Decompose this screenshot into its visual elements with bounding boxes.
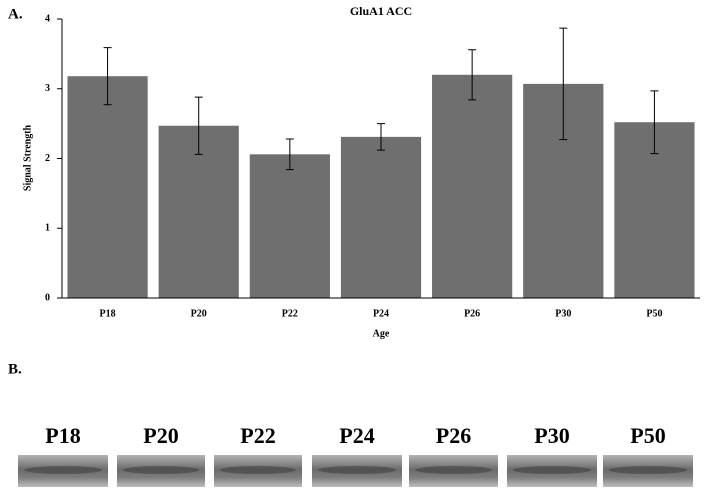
blot-band (415, 466, 492, 474)
y-tick-label: 1 (45, 223, 50, 234)
lane-label: P26 (436, 423, 471, 448)
lane-label: P22 (240, 423, 275, 448)
x-tick-label: P26 (464, 308, 480, 319)
error-bar (377, 123, 385, 151)
blot-band (220, 466, 296, 474)
bar (67, 76, 148, 298)
x-axis-label: Age (373, 328, 390, 339)
x-tick-label: P30 (555, 308, 571, 319)
y-tick-label: 2 (45, 153, 50, 164)
y-tick-label: 0 (45, 292, 50, 303)
error-bar (103, 47, 112, 106)
y-tick-label: 3 (45, 83, 50, 94)
blot-band (24, 466, 102, 474)
blot-band (318, 466, 396, 474)
lane-label: P50 (630, 423, 665, 448)
blot-band (123, 466, 199, 474)
panel-label: A. (8, 6, 23, 22)
chart-title: GluA1 ACC (350, 4, 412, 18)
y-axis-label: Signal Strength (22, 124, 33, 191)
bar (340, 136, 422, 298)
error-bar (650, 90, 659, 155)
lane-label: P24 (339, 423, 374, 448)
lane-label: P30 (534, 423, 569, 448)
y-tick-label: 4 (45, 13, 50, 24)
x-tick-label: P50 (646, 308, 662, 319)
error-bar (285, 138, 294, 171)
blot-band (609, 466, 687, 474)
x-tick-label: P22 (282, 308, 298, 319)
error-bar (559, 27, 568, 141)
x-tick-label: P24 (373, 308, 389, 319)
panel-label: B. (8, 361, 22, 377)
error-bar (194, 96, 203, 155)
lane-label: P18 (45, 423, 80, 448)
bar (249, 154, 330, 298)
error-bar (468, 49, 477, 101)
x-tick-label: P18 (100, 308, 116, 319)
lane-label: P20 (143, 423, 178, 448)
x-tick-label: P20 (191, 308, 207, 319)
bar (432, 74, 513, 298)
blot-band (513, 466, 591, 474)
